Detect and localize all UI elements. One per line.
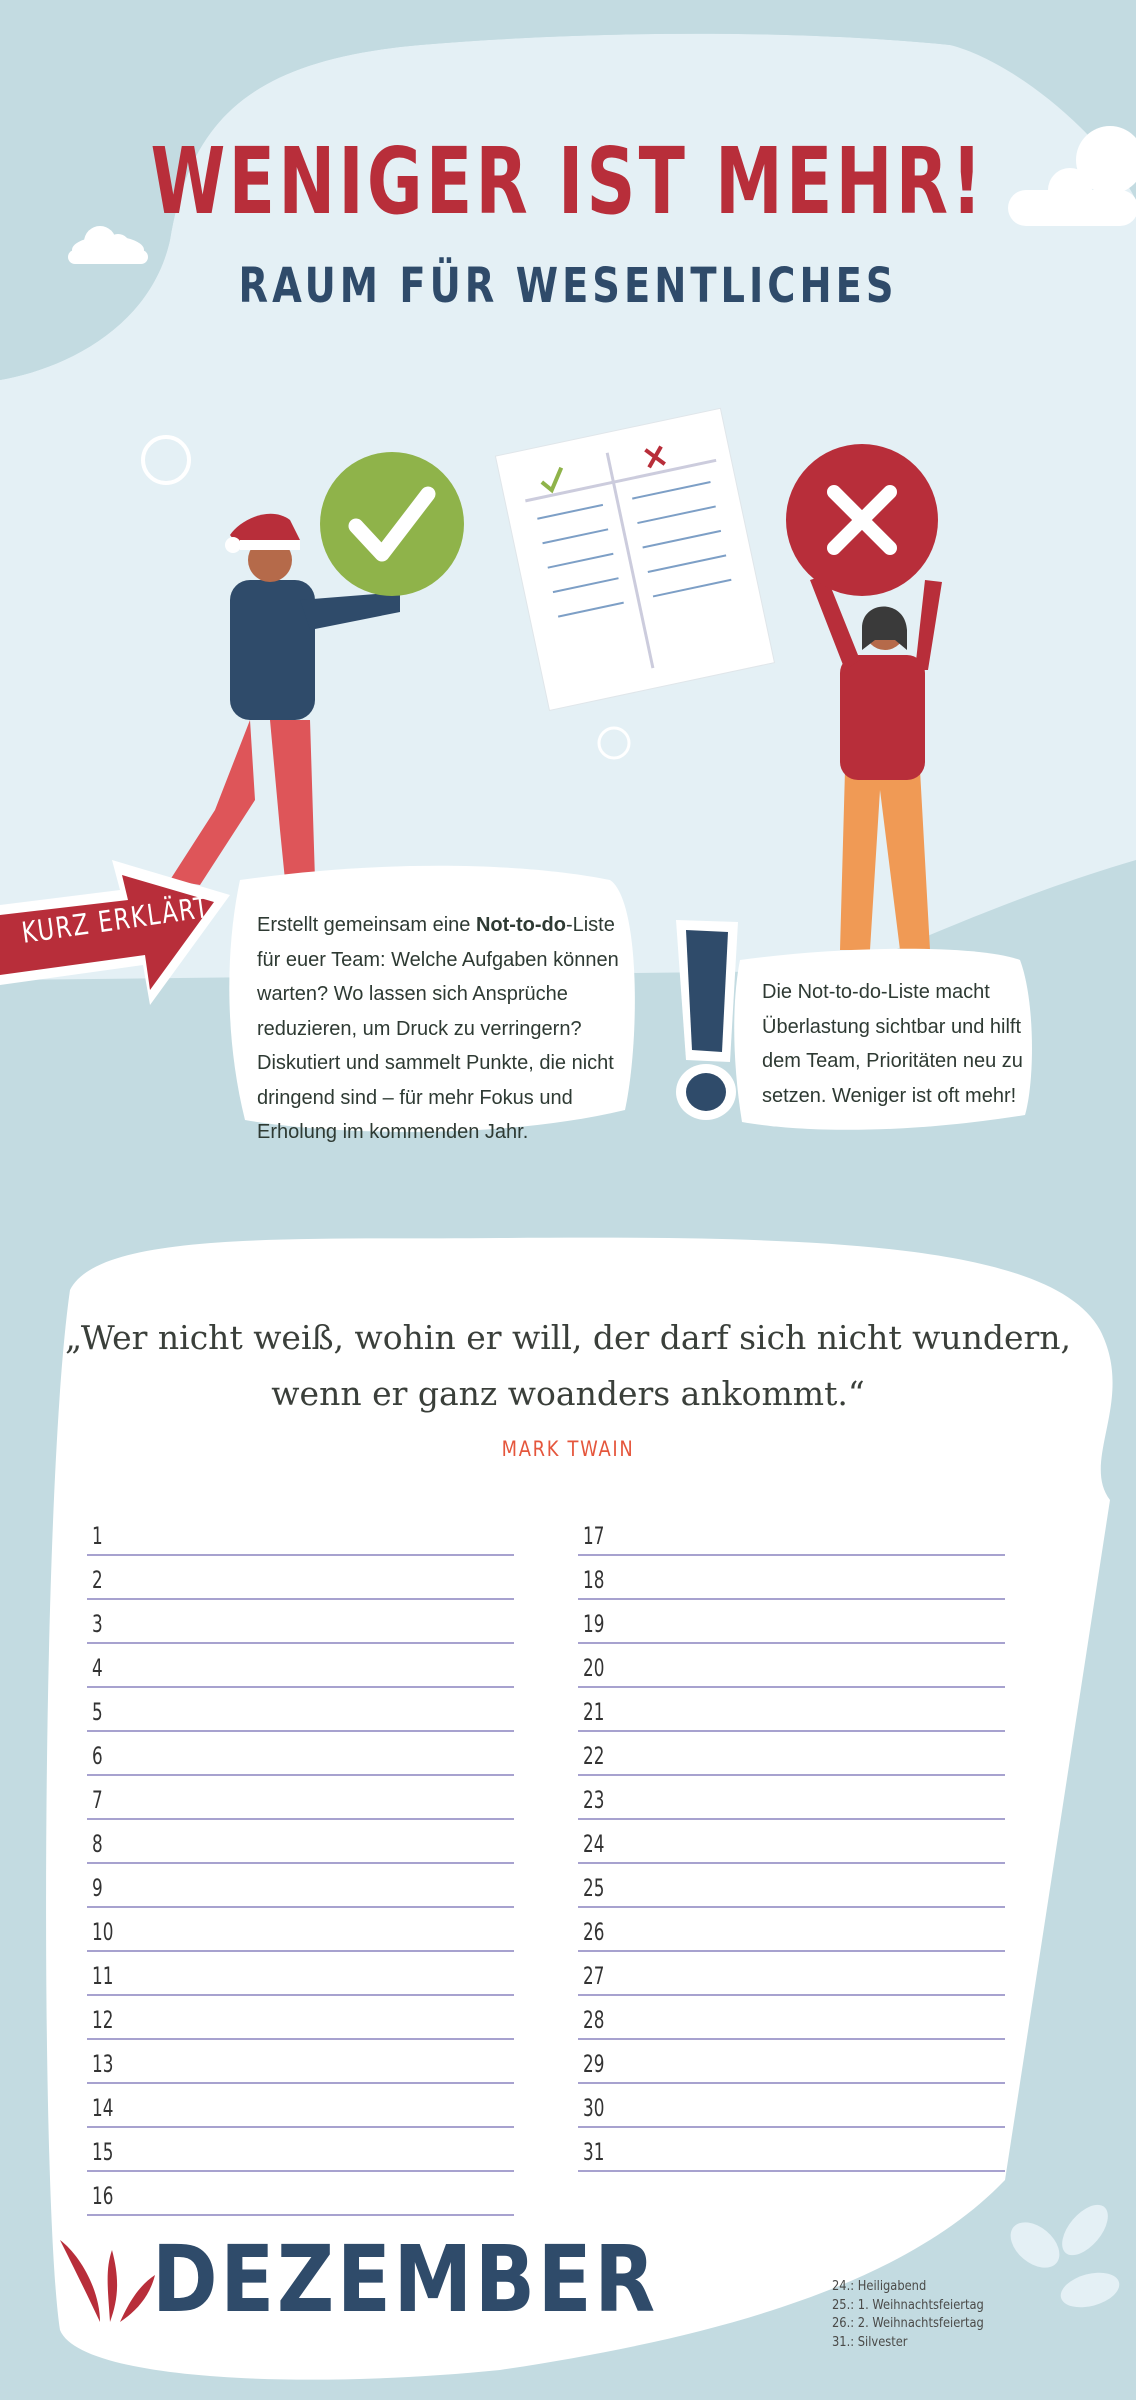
day-number: 18 [583,1566,605,1594]
day-number: 26 [583,1918,605,1946]
day-number: 8 [92,1830,103,1858]
calendar-day-row[interactable]: 13 [87,2040,514,2084]
day-number: 2 [92,1566,103,1594]
cloud-icon [1008,126,1136,226]
calendar-day-row[interactable]: 29 [578,2040,1005,2084]
calendar-day-row[interactable]: 17 [578,1512,1005,1556]
calendar-day-row[interactable]: 1 [87,1512,514,1556]
calendar-day-row[interactable]: 20 [578,1644,1005,1688]
day-number: 23 [583,1786,605,1814]
man-with-santa-hat-figure [170,513,400,885]
holiday-item: 25.: 1. Weihnachtsfeiertag [832,2296,984,2313]
cloud-icon [68,226,148,264]
calendar-day-row[interactable]: 11 [87,1952,514,1996]
red-leaf-logo-icon [60,2240,155,2322]
calendar-day-row[interactable]: 14 [87,2084,514,2128]
calendar-day-row[interactable]: 6 [87,1732,514,1776]
calendar-day-row[interactable]: 22 [578,1732,1005,1776]
day-number: 7 [92,1786,103,1814]
calendar-day-row[interactable]: 12 [87,1996,514,2040]
day-number: 16 [92,2182,114,2210]
callout-box-shape [229,865,635,1132]
checklist-document-icon [494,407,776,712]
green-check-icon [320,452,464,596]
day-number: 30 [583,2094,605,2122]
day-number: 22 [583,1742,605,1770]
day-number: 11 [92,1962,114,1990]
calendar-day-row[interactable]: 19 [578,1600,1005,1644]
calendar-day-row[interactable]: 25 [578,1864,1005,1908]
day-number: 15 [92,2138,114,2166]
quote-author: MARK TWAIN [501,1437,635,1461]
calendar-days-left: 1 2 3 4 5 6 7 8 9 10 11 12 13 14 15 16 [87,1512,514,2216]
day-number: 3 [92,1610,103,1638]
day-number: 9 [92,1874,103,1902]
calendar-day-row[interactable]: 31 [578,2128,1005,2172]
page-subtitle: RAUM FÜR WESENTLICHES [238,258,898,314]
day-number: 1 [92,1522,103,1550]
calendar-day-row[interactable]: 21 [578,1688,1005,1732]
calendar-day-row[interactable]: 2 [87,1556,514,1600]
leaf-decoration-icon [1010,2204,1120,2308]
day-number: 20 [583,1654,605,1682]
day-number: 21 [583,1698,605,1726]
calendar-day-row[interactable]: 7 [87,1776,514,1820]
calendar-day-row[interactable]: 24 [578,1820,1005,1864]
holiday-item: 24.: Heiligabend [832,2278,927,2294]
exclamation-icon [676,920,738,1120]
calendar-day-row[interactable]: 8 [87,1820,514,1864]
calendar-day-row[interactable]: 4 [87,1644,514,1688]
calendar-day-row[interactable]: 16 [87,2172,514,2216]
day-number: 17 [583,1522,605,1550]
calendar-day-row[interactable]: 26 [578,1908,1005,1952]
month-title: DEZEMBER [152,2226,658,2333]
day-number: 29 [583,2050,605,2078]
day-number: 25 [583,1874,605,1902]
day-number: 24 [583,1830,605,1858]
page-title: WENIGER IST MEHR! [150,128,986,235]
calendar-day-row[interactable]: 9 [87,1864,514,1908]
day-number: 12 [92,2006,114,2034]
calendar-panel-shape [46,1237,1113,2380]
day-number: 4 [92,1654,103,1682]
day-number: 28 [583,2006,605,2034]
day-number: 5 [92,1698,103,1726]
callout-text: Erstellt gemeinsam eine Not-to-do-Liste … [257,914,619,1143]
calendar-day-row[interactable]: 23 [578,1776,1005,1820]
quote-text: „Wer nicht weiß, wohin er will, der darf… [64,1318,1072,1413]
calendar-day-row[interactable]: 5 [87,1688,514,1732]
calendar-day-row[interactable]: 10 [87,1908,514,1952]
calendar-day-row[interactable]: 27 [578,1952,1005,1996]
woman-figure [810,575,942,950]
day-number: 27 [583,1962,605,1990]
holiday-item: 26.: 2. Weihnachtsfeiertag [832,2315,984,2331]
day-number: 13 [92,2050,114,2078]
calendar-day-row[interactable]: 28 [578,1996,1005,2040]
calendar-day-row[interactable]: 15 [87,2128,514,2172]
holiday-item: 31.: Silvester [832,2333,908,2350]
note-text: Die Not-to-do-Liste macht Überlastung si… [762,981,1023,1107]
day-number: 14 [92,2094,114,2122]
note-box-shape [734,948,1032,1130]
calendar-days-right: 17 18 19 20 21 22 23 24 25 26 27 28 29 30 31 [578,1512,1005,2172]
holiday-list: 24.: Heiligabend 25.: 1. Weihnachtsfeiert… [832,2277,984,2351]
day-number: 31 [583,2138,605,2166]
calendar-day-row[interactable]: 30 [578,2084,1005,2128]
day-number: 6 [92,1742,103,1770]
calendar-day-row[interactable]: 18 [578,1556,1005,1600]
day-number: 10 [92,1918,114,1946]
day-number: 19 [583,1610,605,1638]
calendar-day-row[interactable]: 3 [87,1600,514,1644]
